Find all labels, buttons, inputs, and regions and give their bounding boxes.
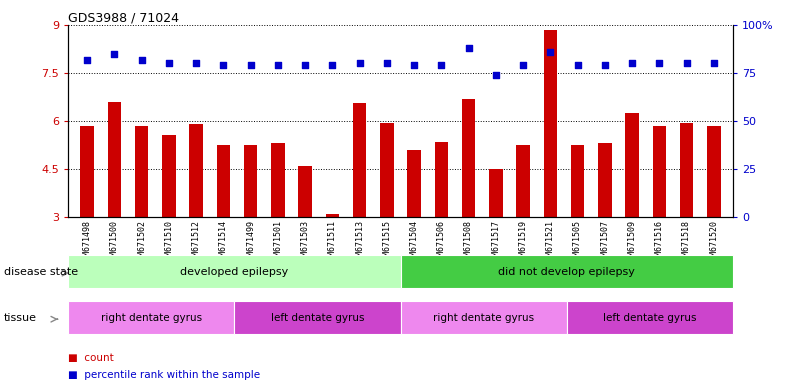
Point xyxy=(653,60,666,66)
Point xyxy=(163,60,175,66)
Bar xyxy=(544,30,557,217)
Text: right dentate gyrus: right dentate gyrus xyxy=(433,313,534,323)
Text: tissue: tissue xyxy=(4,313,37,323)
Point xyxy=(135,56,148,63)
Point xyxy=(707,60,720,66)
Point xyxy=(190,60,203,66)
Text: did not develop epilepsy: did not develop epilepsy xyxy=(498,266,635,277)
Point xyxy=(544,49,557,55)
Bar xyxy=(598,143,612,217)
Bar xyxy=(135,126,148,217)
Point xyxy=(435,62,448,68)
Bar xyxy=(189,124,203,217)
Bar xyxy=(571,145,585,217)
Bar xyxy=(626,113,639,217)
Point xyxy=(217,62,230,68)
Point xyxy=(462,45,475,51)
Text: disease state: disease state xyxy=(4,266,78,277)
Bar xyxy=(244,145,257,217)
Bar xyxy=(162,136,175,217)
Bar xyxy=(489,169,503,217)
Point xyxy=(626,60,638,66)
Bar xyxy=(352,103,366,217)
Point xyxy=(380,60,393,66)
Bar xyxy=(435,142,449,217)
Point xyxy=(108,51,121,57)
Bar xyxy=(653,126,666,217)
Point xyxy=(81,56,94,63)
Point xyxy=(353,60,366,66)
Point xyxy=(571,62,584,68)
Text: left dentate gyrus: left dentate gyrus xyxy=(603,313,697,323)
Point xyxy=(244,62,257,68)
Bar xyxy=(517,145,530,217)
Bar xyxy=(271,143,284,217)
Bar xyxy=(298,166,312,217)
Point xyxy=(299,62,312,68)
Text: ■  percentile rank within the sample: ■ percentile rank within the sample xyxy=(68,370,260,380)
Bar xyxy=(680,122,694,217)
Point xyxy=(598,62,611,68)
Bar xyxy=(380,122,393,217)
Point xyxy=(680,60,693,66)
Point xyxy=(326,62,339,68)
Bar xyxy=(462,99,476,217)
Text: left dentate gyrus: left dentate gyrus xyxy=(271,313,364,323)
Bar xyxy=(325,214,339,217)
Bar xyxy=(707,126,721,217)
Text: right dentate gyrus: right dentate gyrus xyxy=(101,313,202,323)
Text: ■  count: ■ count xyxy=(68,353,114,363)
Text: developed epilepsy: developed epilepsy xyxy=(180,266,288,277)
Point xyxy=(517,62,529,68)
Bar xyxy=(107,102,121,217)
Bar xyxy=(408,150,421,217)
Point xyxy=(408,62,421,68)
Point xyxy=(489,72,502,78)
Point xyxy=(272,62,284,68)
Bar xyxy=(80,126,94,217)
Text: GDS3988 / 71024: GDS3988 / 71024 xyxy=(68,12,179,25)
Bar xyxy=(216,145,230,217)
